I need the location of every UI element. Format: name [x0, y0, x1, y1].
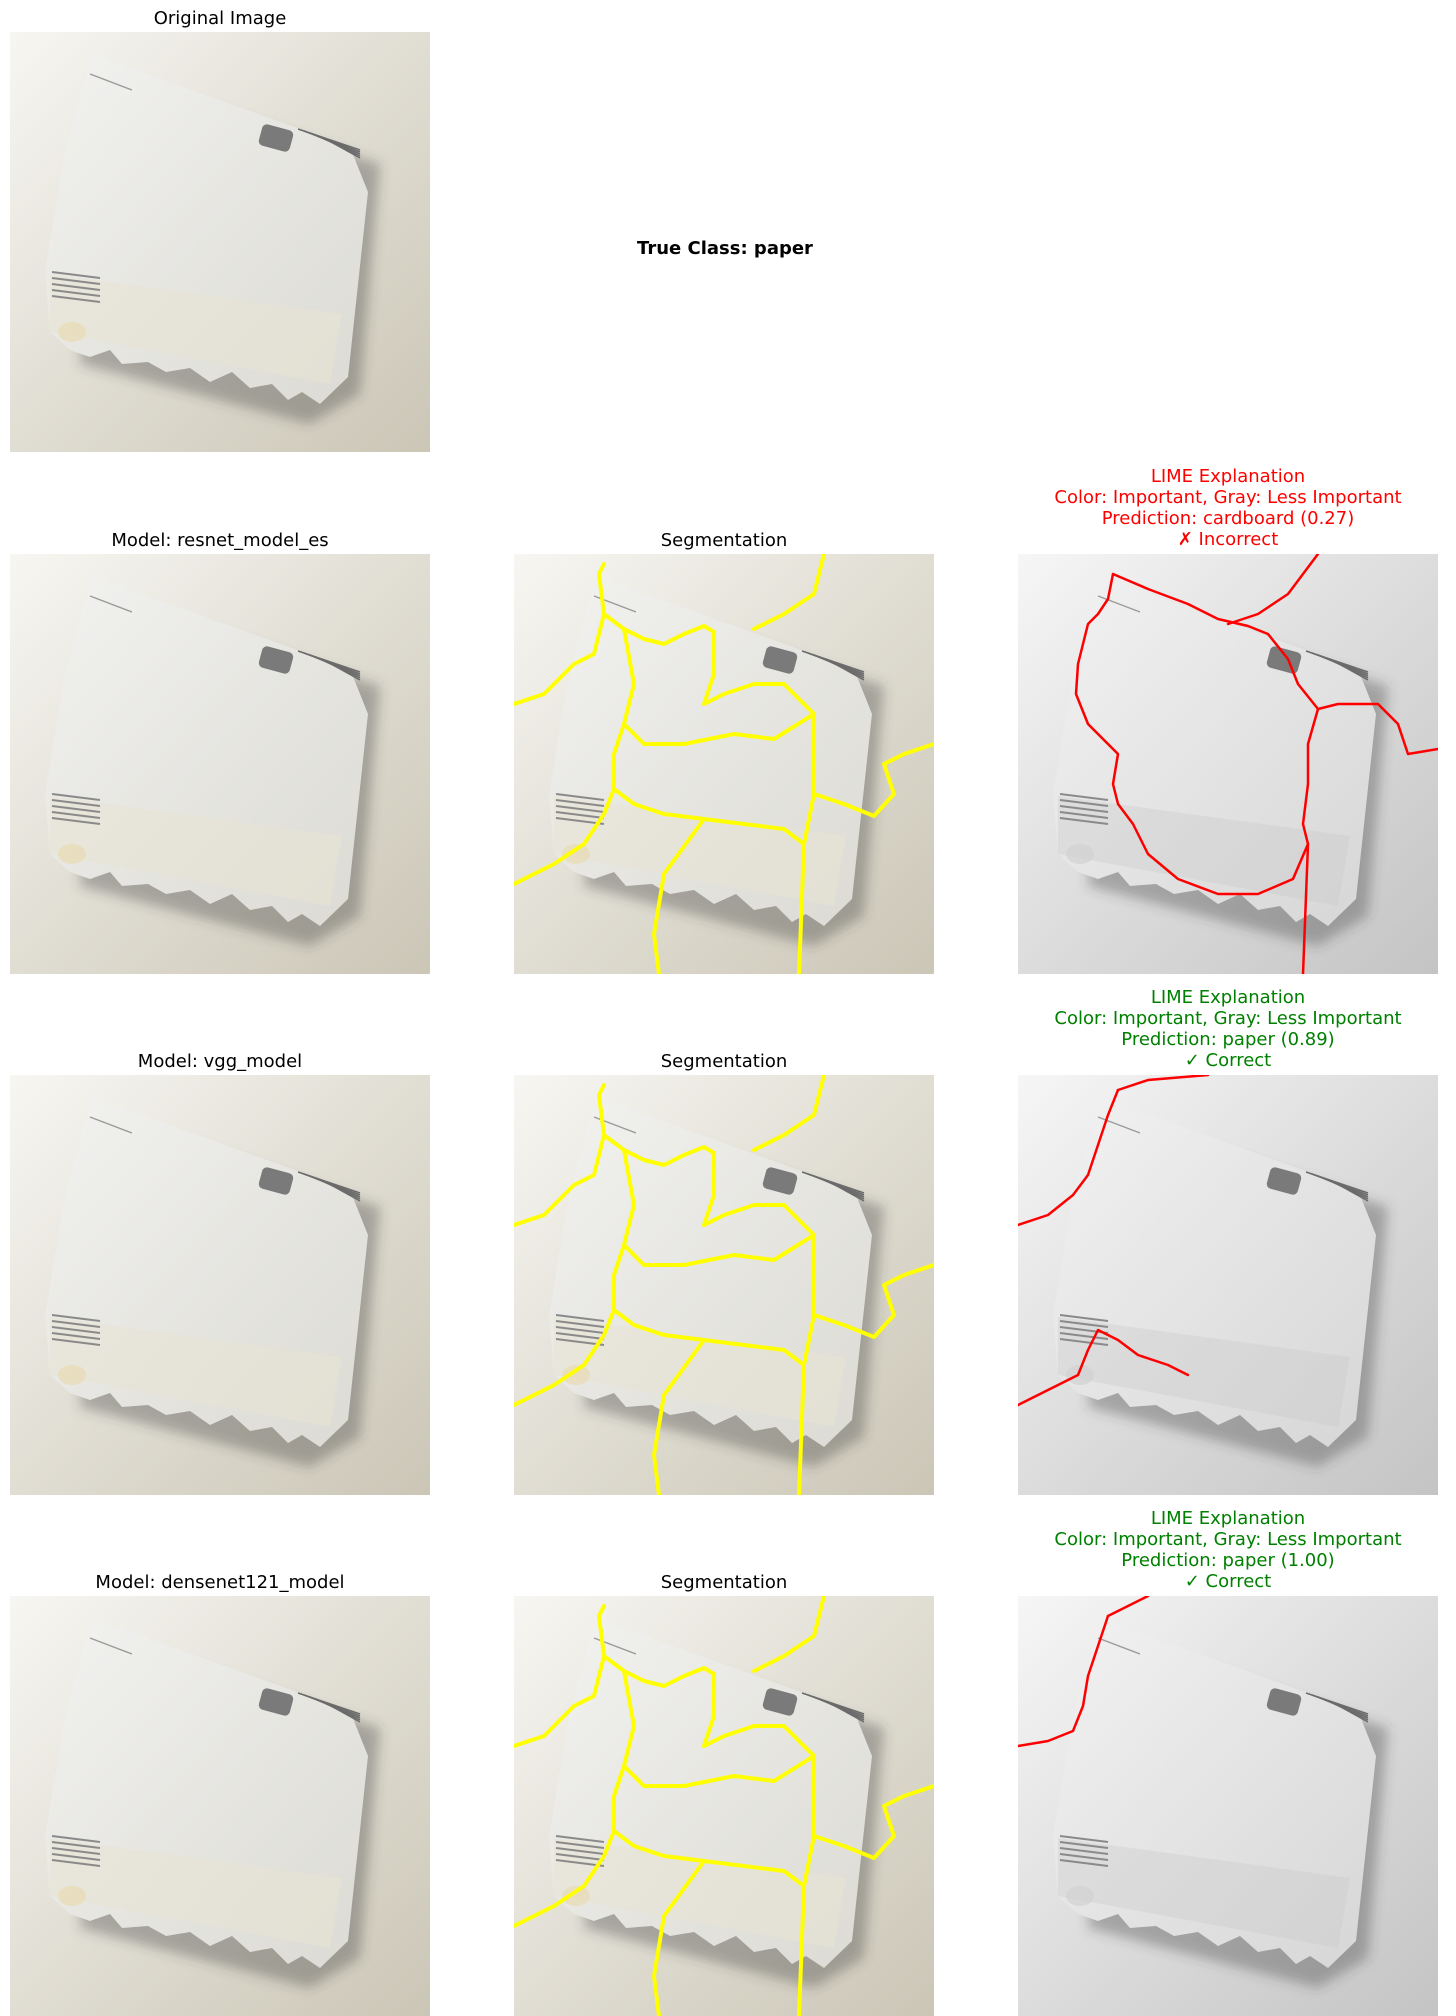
segmentation-image-vgg — [514, 1075, 934, 1495]
lime-image-resnet — [1018, 554, 1438, 974]
true-class-label: True Class: paper — [637, 238, 813, 259]
original-image-title: Original Image — [153, 8, 287, 29]
model-image-resnet — [10, 554, 430, 974]
original-image — [10, 32, 430, 452]
lime-title-vgg: LIME Explanation Color: Important, Gray:… — [1018, 987, 1438, 1071]
lime-legend: Color: Important, Gray: Less Important — [1054, 1008, 1402, 1029]
lime-prediction: Prediction: cardboard (0.27) — [1101, 508, 1355, 529]
model-title-vgg: Model: vgg_model — [137, 1051, 303, 1072]
lime-prediction: Prediction: paper (0.89) — [1121, 1029, 1335, 1050]
lime-header: LIME Explanation — [1150, 466, 1306, 487]
segmentation-title-vgg: Segmentation — [660, 1051, 788, 1072]
lime-image-densenet — [1018, 1596, 1438, 2016]
lime-prediction: Prediction: paper (1.00) — [1121, 1550, 1335, 1571]
model-image-densenet — [10, 1596, 430, 2016]
segmentation-image-resnet — [514, 554, 934, 974]
segmentation-image-densenet — [514, 1596, 934, 2016]
lime-verdict: ✓ Correct — [1184, 1050, 1272, 1071]
lime-verdict: ✓ Correct — [1184, 1571, 1272, 1592]
lime-legend: Color: Important, Gray: Less Important — [1054, 487, 1402, 508]
segmentation-title-densenet: Segmentation — [660, 1572, 788, 1593]
lime-verdict: ✗ Incorrect — [1177, 529, 1279, 550]
lime-legend: Color: Important, Gray: Less Important — [1054, 1529, 1402, 1550]
lime-image-vgg — [1018, 1075, 1438, 1495]
lime-header: LIME Explanation — [1150, 987, 1306, 1008]
segmentation-title-resnet: Segmentation — [660, 530, 788, 551]
lime-title-densenet: LIME Explanation Color: Important, Gray:… — [1018, 1508, 1438, 1592]
model-image-vgg — [10, 1075, 430, 1495]
lime-title-resnet: LIME Explanation Color: Important, Gray:… — [1018, 466, 1438, 550]
lime-header: LIME Explanation — [1150, 1508, 1306, 1529]
model-title-resnet: Model: resnet_model_es — [111, 530, 329, 551]
model-title-densenet: Model: densenet121_model — [95, 1572, 345, 1593]
